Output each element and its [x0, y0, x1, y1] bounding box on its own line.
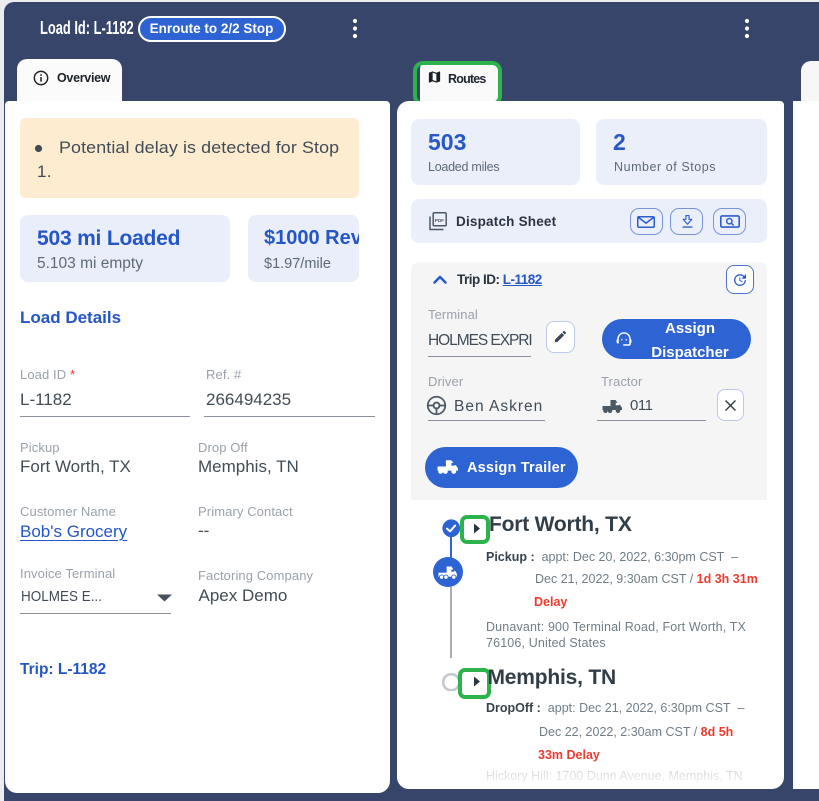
svg-text:PDF: PDF [435, 218, 444, 223]
